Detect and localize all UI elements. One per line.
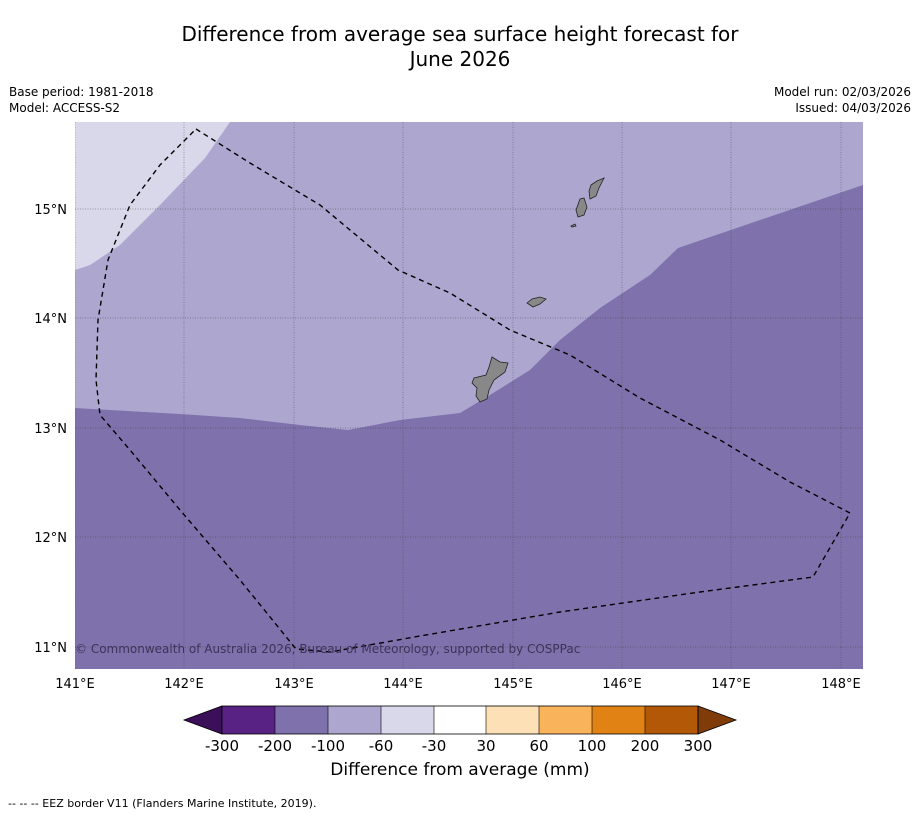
lon-label: 143°E bbox=[274, 677, 314, 692]
band-minus60-minus30 bbox=[75, 122, 230, 270]
colorbar-tick: -300 bbox=[205, 737, 239, 755]
lon-label: 148°E bbox=[821, 677, 861, 692]
copyright-text: © Commonwealth of Australia 2026, Bureau… bbox=[75, 642, 580, 656]
lon-labels: 141°E 142°E 143°E 144°E 145°E 146°E 147°… bbox=[55, 677, 861, 692]
colorbar-bin bbox=[539, 706, 592, 734]
lat-label: 15°N bbox=[34, 203, 67, 218]
guam-island bbox=[471, 356, 509, 403]
colorbar-bin bbox=[645, 706, 698, 734]
colorbar-tick: -200 bbox=[258, 737, 292, 755]
colorbar-tick: 100 bbox=[578, 737, 607, 755]
lon-label: 146°E bbox=[602, 677, 642, 692]
colorbar-tick: 200 bbox=[631, 737, 660, 755]
aguijan-island bbox=[570, 223, 577, 228]
base-period: Base period: 1981-2018 bbox=[9, 85, 154, 99]
colorbar: -300 -200 -100 -60 -30 30 60 100 200 300 bbox=[182, 705, 738, 755]
lon-label: 144°E bbox=[383, 677, 423, 692]
lat-labels: 15°N 14°N 13°N 12°N 11°N bbox=[34, 203, 67, 656]
colorbar-tick: -60 bbox=[369, 737, 394, 755]
lon-label: 147°E bbox=[711, 677, 751, 692]
colorbar-bin bbox=[434, 706, 486, 734]
map-area: © Commonwealth of Australia 2026, Bureau… bbox=[75, 122, 863, 669]
chart-title: Difference from average sea surface heig… bbox=[120, 22, 800, 72]
colorbar-bin bbox=[275, 706, 328, 734]
colorbar-tick: 300 bbox=[684, 737, 713, 755]
band-minus100-minus60 bbox=[75, 122, 863, 430]
colorbar-arrow-low bbox=[182, 705, 223, 735]
lon-label: 142°E bbox=[164, 677, 204, 692]
eez-border bbox=[95, 128, 851, 653]
graticule bbox=[75, 122, 863, 669]
colorbar-ticks: -300 -200 -100 -60 -30 30 60 100 200 300 bbox=[205, 737, 712, 755]
colorbar-bin bbox=[381, 706, 434, 734]
lat-label: 14°N bbox=[34, 312, 67, 327]
colorbar-bin bbox=[328, 706, 381, 734]
tinian-island bbox=[575, 197, 588, 218]
lat-label: 13°N bbox=[34, 422, 67, 437]
colorbar-label: Difference from average (mm) bbox=[330, 760, 590, 780]
issued-date: Issued: 04/03/2026 bbox=[795, 101, 911, 115]
meta-left: Base period: 1981-2018 Model: ACCESS-S2 bbox=[9, 84, 154, 116]
colorbar-bin bbox=[486, 706, 539, 734]
colorbar-tick: -100 bbox=[311, 737, 345, 755]
lat-label: 12°N bbox=[34, 531, 67, 546]
lon-label: 145°E bbox=[493, 677, 533, 692]
model-name: Model: ACCESS-S2 bbox=[9, 101, 121, 115]
lon-label: 141°E bbox=[55, 677, 95, 692]
meta-right: Model run: 02/03/2026 Issued: 04/03/2026 bbox=[774, 84, 911, 116]
colorbar-bin bbox=[592, 706, 645, 734]
model-run: Model run: 02/03/2026 bbox=[773, 85, 911, 99]
colorbar-arrow-high bbox=[697, 705, 738, 735]
colorbar-tick: 60 bbox=[529, 737, 548, 755]
colorbar-bin bbox=[222, 706, 275, 734]
footnote: -- -- -- EEZ border V11 (Flanders Marine… bbox=[8, 797, 317, 810]
islands bbox=[471, 177, 605, 403]
colorbar-tick: 30 bbox=[476, 737, 495, 755]
rota-island bbox=[526, 296, 547, 308]
title-line-2: June 2026 bbox=[409, 47, 511, 71]
lat-label: 11°N bbox=[34, 641, 67, 656]
title-line-1: Difference from average sea surface heig… bbox=[181, 22, 739, 46]
saipan-island bbox=[588, 177, 605, 200]
colorbar-tick: -30 bbox=[422, 737, 447, 755]
colorbar-outline bbox=[221, 705, 699, 735]
